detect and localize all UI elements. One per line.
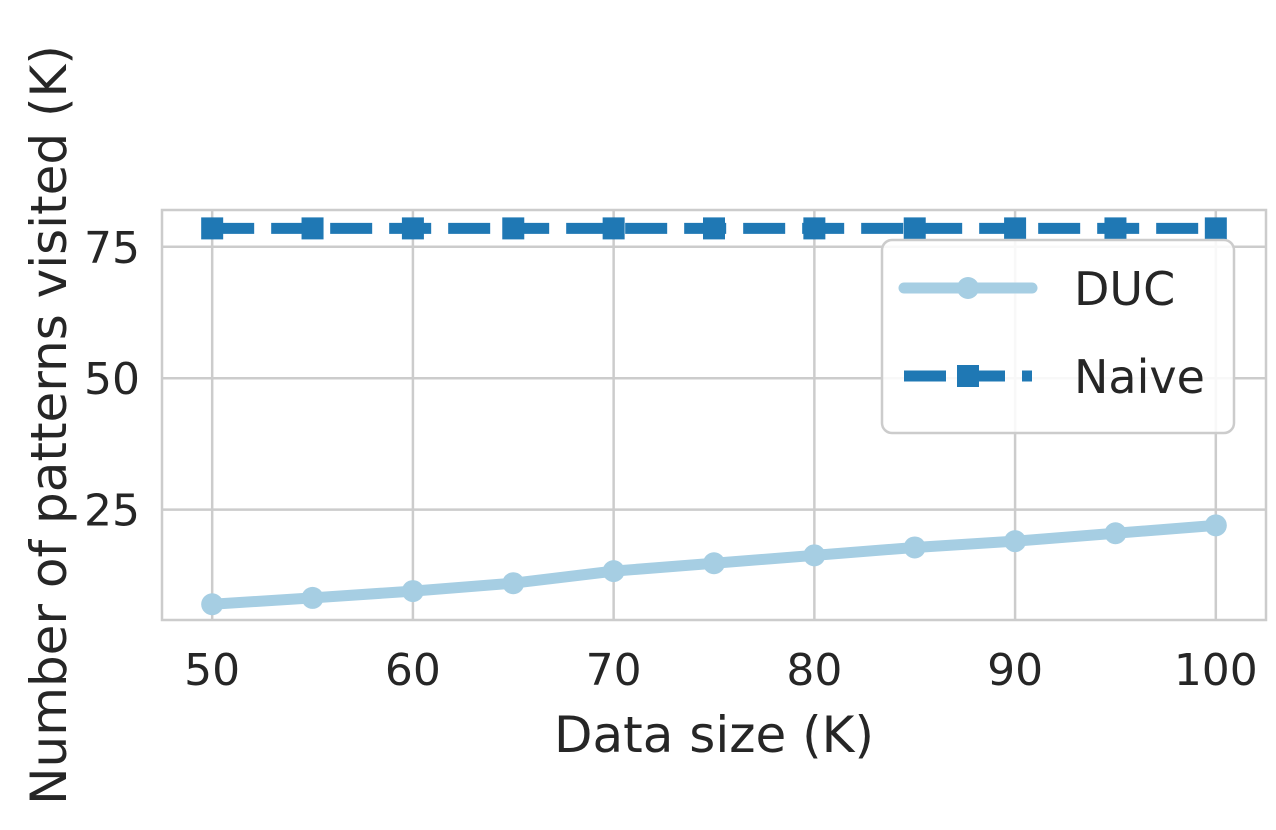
data-point-duc xyxy=(1204,514,1227,537)
x-tick-label: 100 xyxy=(1174,645,1258,696)
x-tick-label: 90 xyxy=(987,645,1043,696)
y-tick-label: 25 xyxy=(84,486,140,537)
y-tick-label: 50 xyxy=(84,354,140,405)
x-axis-label: Data size (K) xyxy=(554,706,874,764)
y-axis-label: Number of patterns visited (K) xyxy=(20,45,78,805)
legend: DUC Naive xyxy=(880,238,1236,435)
data-point-duc xyxy=(301,586,324,609)
series-layer xyxy=(201,217,1227,616)
x-tick-label: 60 xyxy=(385,645,441,696)
data-point-naive xyxy=(201,217,224,240)
data-point-duc xyxy=(903,536,926,559)
data-point-naive xyxy=(502,217,525,240)
x-axis-ticks: 50 60 70 80 90 100 xyxy=(184,645,1258,696)
data-point-naive xyxy=(903,217,926,240)
data-point-naive xyxy=(1004,217,1027,240)
data-point-duc xyxy=(201,593,224,616)
data-point-duc xyxy=(1004,530,1027,553)
x-tick-label: 70 xyxy=(586,645,642,696)
x-tick-label: 80 xyxy=(786,645,842,696)
data-point-duc xyxy=(502,572,525,595)
data-point-naive xyxy=(301,217,324,240)
y-tick-label: 75 xyxy=(84,223,140,274)
data-point-naive xyxy=(1104,217,1127,240)
x-tick-label: 50 xyxy=(184,645,240,696)
y-axis-ticks: 25 50 75 xyxy=(84,223,140,537)
data-point-naive xyxy=(602,217,625,240)
legend-marker-naive xyxy=(957,365,979,387)
plot-area-frame xyxy=(160,208,1268,622)
data-point-naive xyxy=(803,217,826,240)
legend-box xyxy=(880,238,1236,435)
data-point-naive xyxy=(703,217,725,240)
data-point-duc xyxy=(602,560,625,583)
data-point-duc xyxy=(1104,522,1127,545)
legend-label-naive: Naive xyxy=(1074,350,1205,404)
data-point-naive xyxy=(1204,217,1227,240)
legend-marker-duc xyxy=(957,277,979,299)
data-point-naive xyxy=(401,217,424,240)
data-point-duc xyxy=(401,580,424,603)
data-point-duc xyxy=(703,552,725,575)
data-point-duc xyxy=(803,544,826,567)
legend-label-duc: DUC xyxy=(1074,262,1175,316)
